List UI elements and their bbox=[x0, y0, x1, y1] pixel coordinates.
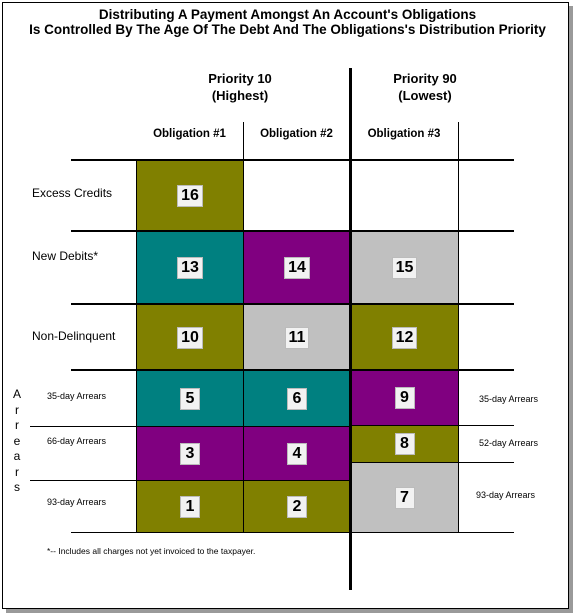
cell-66-day-arrears-obligation-2: 4 bbox=[243, 426, 351, 481]
row-label-non-delinquent: Non-Delinquent bbox=[32, 329, 116, 343]
grid-line bbox=[30, 480, 350, 481]
arrears-letter: r bbox=[15, 464, 19, 479]
cell-number: 3 bbox=[180, 442, 200, 465]
cell-new-debits-obligation-2: 14 bbox=[243, 231, 351, 305]
cell-number: 5 bbox=[180, 387, 200, 410]
row-label-93-day-arrears: 93-day Arrears bbox=[47, 497, 107, 507]
priority-10-header: Priority 10 (Highest) bbox=[170, 70, 310, 104]
priority-90-header: Priority 90 (Lowest) bbox=[355, 70, 495, 104]
cell-number: 16 bbox=[177, 185, 203, 207]
arrears-letter: e bbox=[13, 433, 21, 448]
header-separator bbox=[243, 122, 244, 160]
grid-line bbox=[71, 303, 514, 305]
column-header-obligation-3: Obligation #3 bbox=[367, 128, 441, 140]
arrears-vertical-label: A r r e a r s bbox=[10, 387, 24, 496]
cell-number: 13 bbox=[177, 257, 203, 279]
cell-35-day-arrears-obligation-3: 9 bbox=[350, 370, 459, 426]
priority-10-sublabel: (Highest) bbox=[211, 88, 269, 103]
column-header-obligation-1: Obligation #1 bbox=[153, 128, 226, 140]
footnote: *-- Includes all charges not yet invoice… bbox=[47, 546, 256, 556]
cell-non-delinquent-obligation-2: 11 bbox=[243, 304, 351, 371]
cell-66-day-arrears-obligation-1: 3 bbox=[136, 426, 244, 481]
priority-90-sublabel: (Lowest) bbox=[398, 88, 452, 103]
row-label-93-day-arrears-right: 93-day Arrears bbox=[476, 490, 536, 500]
grid-line bbox=[71, 532, 514, 533]
row-label-excess-credits: Excess Credits bbox=[32, 186, 113, 200]
title-line-2: Is Controlled By The Age Of The Debt And… bbox=[29, 22, 546, 37]
grid-line bbox=[71, 369, 514, 371]
cell-number: 14 bbox=[284, 257, 310, 279]
arrears-letter: A bbox=[12, 387, 21, 401]
cell-non-delinquent-obligation-1: 10 bbox=[136, 304, 244, 371]
title-line-1: Distributing A Payment Amongst An Accoun… bbox=[98, 7, 477, 22]
row-label-35-day-arrears-right: 35-day Arrears bbox=[479, 394, 539, 404]
cell-35-day-arrears-obligation-1: 5 bbox=[136, 370, 244, 427]
row-label-new-debits: New Debits* bbox=[32, 249, 99, 263]
row-label-52-day-arrears-right: 52-day Arrears bbox=[479, 438, 539, 448]
cell-93-day-arrears-obligation-2: 2 bbox=[243, 480, 351, 533]
cell-52-day-arrears-obligation-3: 8 bbox=[350, 425, 459, 463]
cell-number: 4 bbox=[287, 442, 307, 465]
cell-non-delinquent-obligation-3: 12 bbox=[350, 304, 459, 371]
arrears-letter: a bbox=[13, 449, 21, 463]
header-separator bbox=[458, 122, 459, 160]
cell-number: 10 bbox=[177, 326, 203, 349]
priority-90-label: Priority 90 bbox=[393, 71, 457, 86]
row-label-66-day-arrears: 66-day Arrears bbox=[47, 436, 107, 446]
cell-new-debits-obligation-1: 13 bbox=[136, 231, 244, 305]
cell-number: 7 bbox=[394, 486, 415, 509]
grid-line bbox=[71, 230, 514, 232]
priority-divider bbox=[349, 68, 352, 590]
cell-93-day-arrears-obligation-3: 7 bbox=[350, 462, 459, 533]
cell-number: 11 bbox=[284, 326, 310, 349]
cell-35-day-arrears-obligation-2: 6 bbox=[243, 370, 351, 427]
cell-93-day-arrears-obligation-1: 1 bbox=[136, 480, 244, 533]
cell-number: 8 bbox=[394, 433, 415, 455]
cell-excess-credits-obligation-1: 16 bbox=[136, 160, 244, 232]
arrears-letter: r bbox=[15, 402, 19, 417]
arrears-letter: s bbox=[14, 480, 20, 494]
cell-new-debits-obligation-3: 15 bbox=[350, 231, 459, 305]
priority-10-label: Priority 10 bbox=[208, 71, 272, 86]
cell-number: 9 bbox=[394, 387, 415, 409]
grid-line bbox=[458, 160, 459, 533]
grid-line bbox=[458, 425, 514, 426]
cell-number: 1 bbox=[180, 495, 200, 518]
cell-number: 12 bbox=[391, 326, 418, 349]
grid-line bbox=[458, 462, 514, 463]
grid-line bbox=[71, 159, 514, 161]
cell-number: 2 bbox=[287, 495, 307, 518]
arrears-letter: r bbox=[15, 418, 19, 432]
cell-number: 15 bbox=[391, 257, 418, 279]
grid-line bbox=[30, 426, 350, 427]
row-label-35-day-arrears: 35-day Arrears bbox=[47, 391, 107, 401]
column-header-obligation-2: Obligation #2 bbox=[260, 128, 333, 140]
cell-number: 6 bbox=[287, 387, 307, 410]
